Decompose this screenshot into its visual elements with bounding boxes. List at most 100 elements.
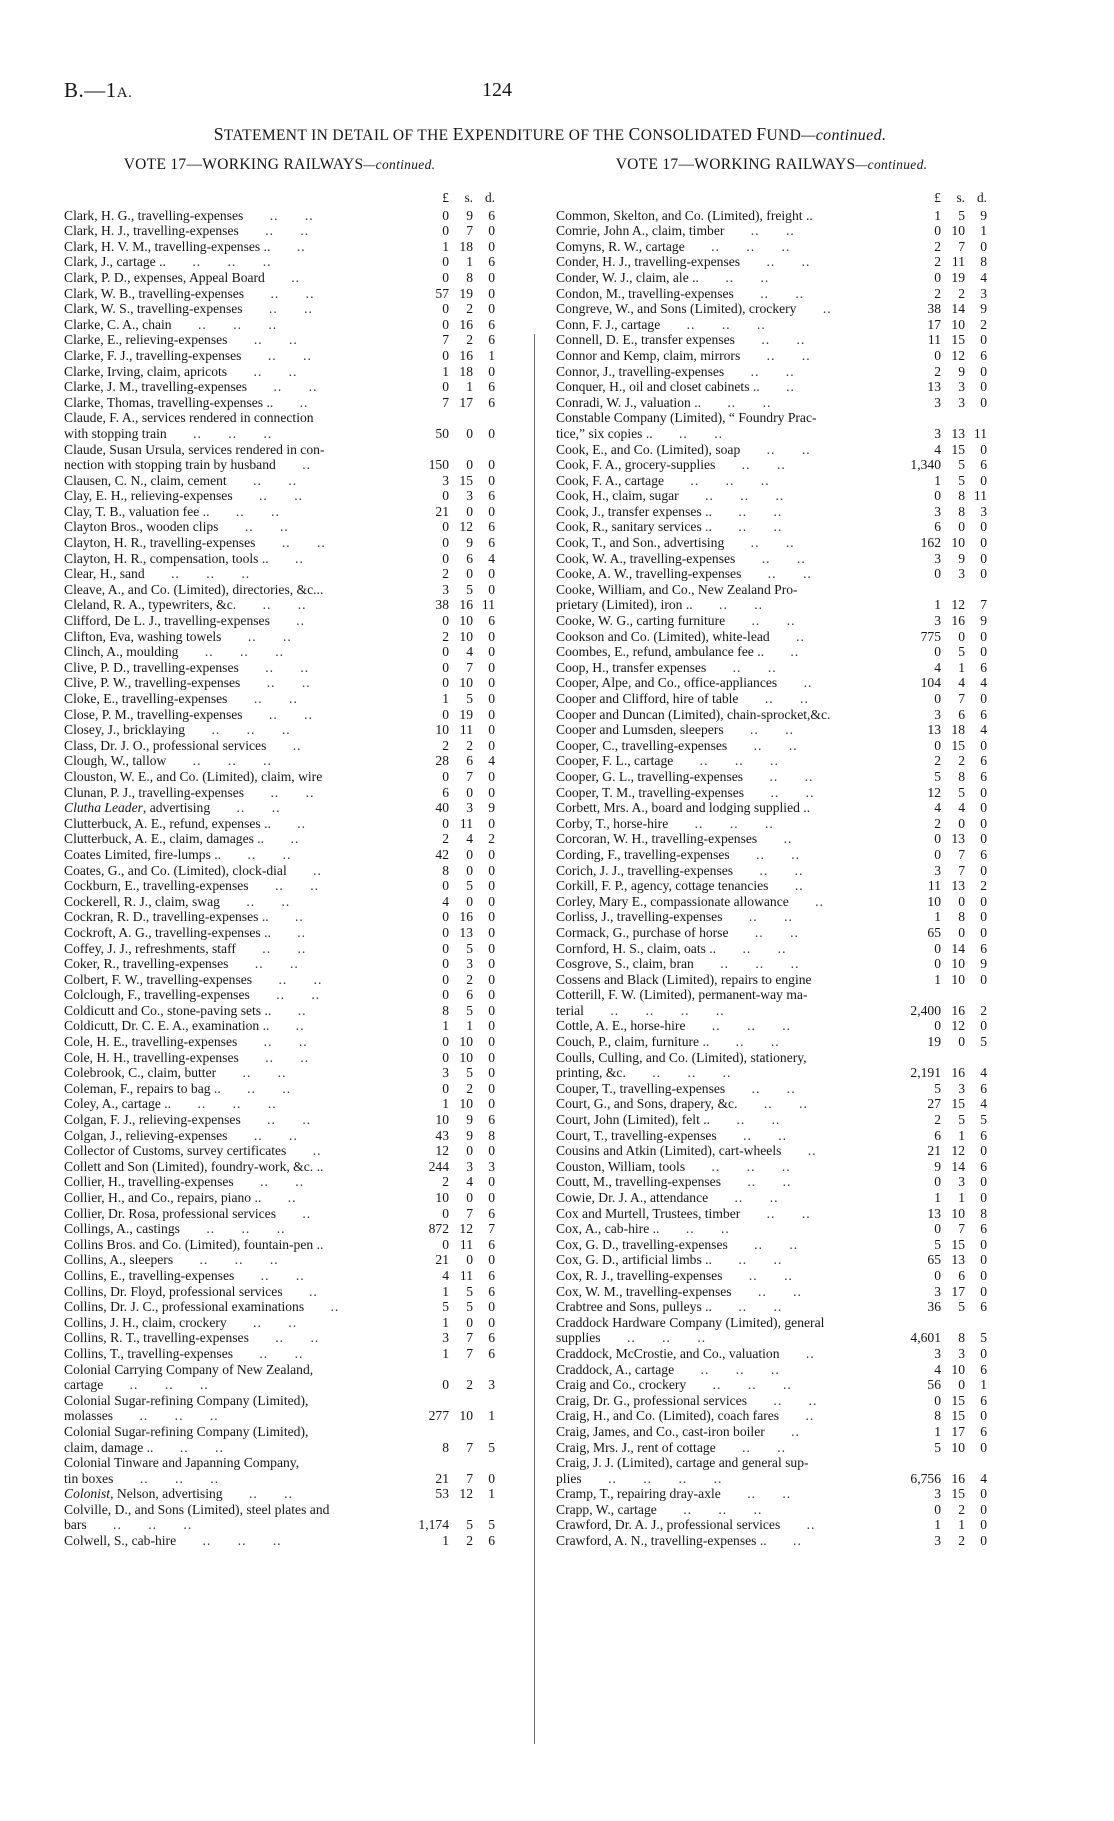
leader-dots: .. — [685, 1158, 721, 1174]
amount-pounds: 7 — [442, 394, 449, 410]
amount-pounds: 0 — [442, 909, 449, 925]
entry-description: Clutterbuck, A. E., claim, damages .. .. — [64, 831, 300, 847]
amount-pounds: 1 — [934, 207, 941, 223]
leader-dots: .. — [759, 223, 795, 239]
entry-description: Clunan, P. J., travelling-expenses .. .. — [64, 784, 315, 800]
amount-pence: 9 — [980, 956, 987, 972]
entry-description: Coldicutt, Dr. C. E. A., examination .. … — [64, 1018, 305, 1034]
leader-dots: .. — [711, 519, 748, 535]
amount-pence: 6 — [980, 659, 987, 675]
amount-pounds: 10 — [435, 1190, 449, 1205]
amount-shillings: 14 — [951, 1158, 965, 1174]
table-row: Clarke, Thomas, travelling-expenses .. .… — [64, 395, 495, 411]
amount-pence — [473, 1455, 495, 1471]
leader-dots: .. — [759, 363, 795, 379]
entry-description: Cramp, T., repairing dray-axle .. .. — [556, 1486, 792, 1502]
amount-shillings: 15 — [951, 332, 965, 348]
leader-dots: .. — [744, 1034, 780, 1050]
amount-pounds — [409, 442, 449, 458]
amount-shillings: 7 — [958, 1221, 965, 1237]
amount-pence: 2 — [980, 878, 987, 894]
amount-pounds: 5 — [442, 1299, 449, 1315]
entry-description: Cooper and Clifford, hire of table .. .. — [556, 691, 809, 706]
table-row: Cockerell, R. J., claim, swag .. .. 4 0 0 — [64, 894, 495, 910]
leader-dots: .. — [221, 628, 257, 644]
amount-pounds: 0 — [442, 940, 449, 956]
amount-pounds: 1 — [934, 597, 941, 613]
amount-shillings: 12 — [951, 1143, 965, 1159]
leader-dots: .. — [708, 753, 744, 769]
amount-pence: 0 — [980, 1533, 987, 1549]
amount-pounds: 0 — [442, 301, 449, 317]
amount-pence: 6 — [488, 394, 495, 410]
amount-shillings: 9 — [466, 535, 473, 551]
entry-description: Cook, R., sanitary services .. .. .. — [556, 519, 783, 535]
amount-shillings: 2 — [466, 1080, 473, 1096]
amount-pounds: 0 — [442, 987, 449, 1003]
table-row: Colville, D., and Sons (Limited), steel … — [64, 1502, 495, 1518]
table-row: Crabtree and Sons, pulleys .. .. .. 36 5 6 — [556, 1299, 987, 1315]
left-header-spacer — [64, 190, 409, 208]
amount-shillings: 3 — [958, 394, 965, 410]
entry-description: Clouston, W. E., and Co. (Limited), clai… — [64, 768, 323, 784]
amount-pounds — [901, 1315, 941, 1331]
doc-id-suffix: A. — [116, 85, 133, 101]
table-row: Connell, D. E., transfer expenses .. .. 1… — [556, 332, 987, 348]
entry-description: with stopping train .. .. .. — [64, 425, 273, 441]
leader-dots: .. — [729, 846, 765, 862]
leader-dots: .. — [246, 1533, 282, 1549]
entry-description: Colgan, J., relieving-expenses .. .. — [64, 1127, 298, 1143]
amount-shillings — [449, 410, 473, 426]
entry-description: Cossens and Black (Limited), repairs to … — [556, 971, 812, 987]
amount-shillings — [941, 582, 965, 598]
amount-pounds: 21 — [435, 503, 449, 519]
amount-pounds: 0 — [442, 207, 449, 223]
amount-shillings: 2 — [466, 332, 473, 348]
amount-pounds: 8 — [442, 1002, 449, 1018]
amount-shillings: 3 — [958, 566, 965, 582]
leader-dots: .. — [764, 956, 800, 972]
amount-pence: 0 — [980, 893, 987, 909]
amount-shillings: 10 — [951, 1205, 965, 1221]
entry-description: Cockburn, E., travelling-expenses .. .. — [64, 878, 319, 894]
amount-pence: 0 — [980, 628, 987, 644]
amount-pounds: 0 — [934, 1392, 941, 1408]
leader-dots: .. — [652, 425, 688, 441]
amount-pounds: 0 — [934, 737, 941, 753]
table-row: Corby, T., horse-hire .. .. .. 2 0 0 — [556, 816, 987, 832]
table-row: Cottle, A. E., horse-hire .. .. .. 0 12 0 — [556, 1018, 987, 1034]
leader-dots: .. — [213, 644, 249, 660]
amount-pence: 8 — [980, 1205, 987, 1221]
leader-dots: .. — [262, 1127, 298, 1143]
entry-description: molasses .. .. .. — [64, 1408, 219, 1424]
amount-pence: 6 — [488, 316, 495, 332]
leader-dots: .. — [148, 1408, 184, 1424]
amount-shillings: 12 — [459, 1486, 473, 1502]
entry-description: Court, John (Limited), felt .. .. .. — [556, 1112, 781, 1128]
entry-description: Collier, Dr. Rosa, professional services… — [64, 1205, 312, 1221]
amount-pounds: 6 — [934, 519, 941, 535]
table-row: Court, John (Limited), felt .. .. .. 2 5 5 — [556, 1112, 987, 1128]
table-row: supplies .. .. .. 4,601 8 5 — [556, 1330, 987, 1346]
amount-pounds: 1 — [934, 909, 941, 925]
leader-dots: .. — [747, 503, 783, 519]
table-row: Cleland, R. A., typewriters, &c. .. .. 38… — [64, 597, 495, 613]
leader-dots: .. — [751, 940, 787, 956]
table-row: Cox, G. D., travelling-expenses .. .. 5 15… — [556, 1237, 987, 1253]
leader-dots: .. — [188, 1439, 224, 1455]
amount-shillings: 10 — [459, 628, 473, 644]
amount-shillings: 9 — [466, 207, 473, 223]
leader-dots: .. — [616, 1470, 653, 1486]
leader-dots: .. — [727, 1236, 763, 1252]
leader-dots: .. — [744, 784, 780, 800]
leader-dots: .. — [273, 394, 309, 410]
leader-dots: .. — [277, 706, 313, 722]
amount-pounds: 2 — [442, 831, 449, 847]
amount-pounds: 1 — [442, 1283, 449, 1299]
entry-description: Cockroft, A. G., travelling-expenses .. … — [64, 924, 307, 940]
amount-shillings — [449, 442, 473, 458]
entry-description: Clay, E. H., relieving-expenses .. .. — [64, 488, 303, 504]
leader-dots: .. — [769, 285, 805, 301]
amount-shillings: 5 — [466, 1002, 473, 1018]
amount-shillings: 19 — [459, 285, 473, 301]
